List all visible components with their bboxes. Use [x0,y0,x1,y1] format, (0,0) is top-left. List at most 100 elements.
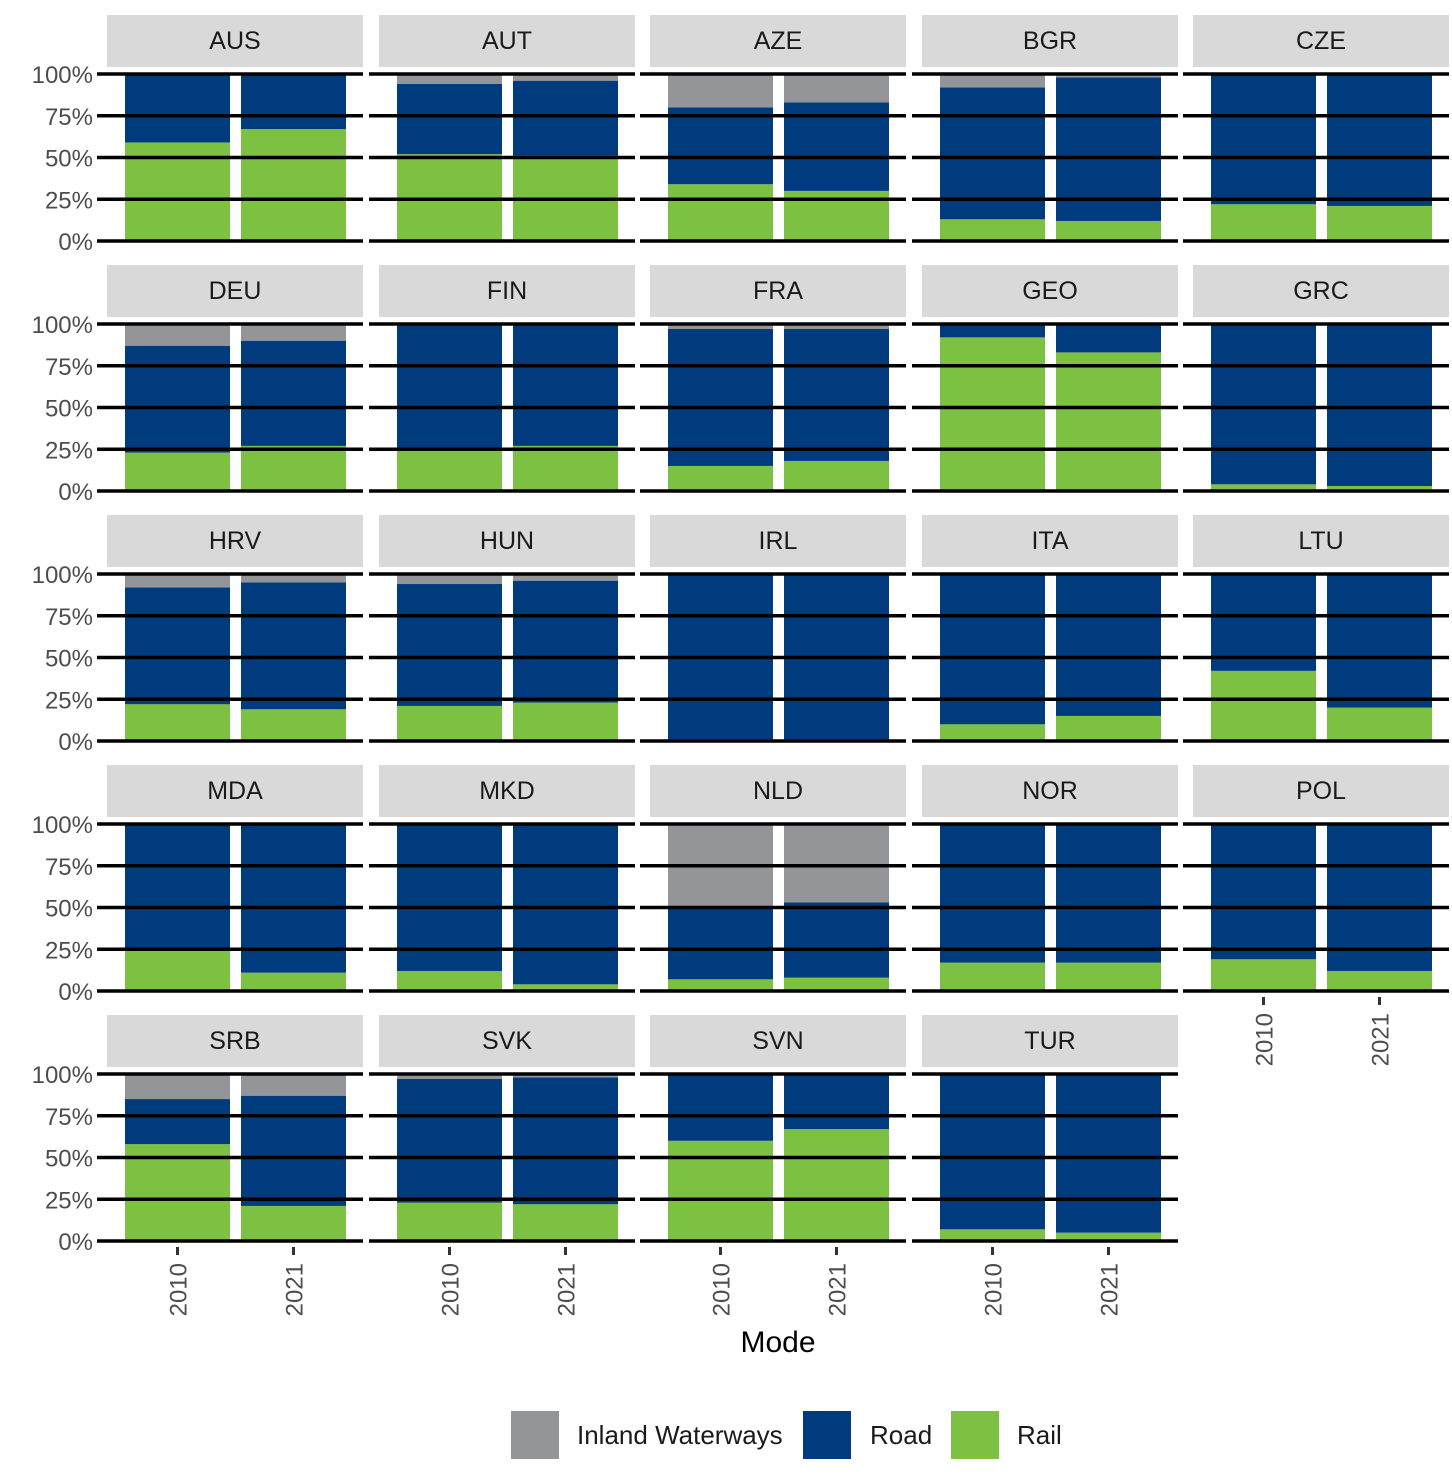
bar-rail [241,445,346,491]
facet-strip [1193,265,1449,317]
bar-rail [1056,352,1161,491]
bar-inland-waterways [241,574,346,583]
facet-label: SVN [752,1027,803,1055]
facet-label: GEO [1022,277,1078,305]
bar-inland-waterways [513,574,618,581]
facet-label: SRB [209,1027,260,1055]
bar-rail [241,1205,346,1241]
facet-strip [107,765,363,817]
facet-strip [107,515,363,567]
facet-strip [650,515,906,567]
bar-road [241,582,346,710]
bar-rail [241,709,346,741]
bar-road [940,1074,1045,1230]
bar-road [397,584,502,706]
facet-label: BGR [1023,27,1077,55]
y-tick-label: 0% [58,1229,93,1256]
facet-label: DEU [209,277,262,305]
y-tick-label: 0% [58,979,93,1006]
legend-key [951,1411,999,1459]
bar-road [784,329,889,461]
bar-road [784,902,889,978]
legend-key [511,1411,559,1459]
y-tick-label: 75% [45,354,93,381]
x-tick-label: 2021 [825,1263,852,1316]
bar-rail [125,704,230,741]
facet-label: AUT [482,27,532,55]
bar-road [125,1099,230,1145]
x-tick-label: 2010 [166,1263,193,1316]
bar-inland-waterways [784,324,889,330]
bar-road [1211,324,1316,485]
bar-road [1056,1074,1161,1233]
facet-strip [379,765,635,817]
y-tick-label: 100% [32,562,93,589]
y-tick-label: 0% [58,729,93,756]
bar-inland-waterways [397,1074,502,1080]
bar-road [125,345,230,453]
y-tick-label: 75% [45,104,93,131]
bar-inland-waterways [397,74,502,85]
y-tick-label: 25% [45,437,93,464]
bar-rail [940,1229,1045,1241]
bar-road [784,1074,889,1130]
bar-road [1327,74,1432,206]
bar-rail [397,1202,502,1241]
facet-strip [107,15,363,67]
bar-road [1327,574,1432,708]
bar-inland-waterways [125,324,230,346]
facet-label: FRA [753,277,803,305]
facet-strip [922,15,1178,67]
bar-road [668,1074,773,1141]
bar-inland-waterways [513,74,618,81]
y-tick-label: 100% [32,812,93,839]
y-tick-label: 50% [45,146,93,173]
bar-road [668,107,773,185]
facet-strip [107,1015,363,1067]
legend-label: Rail [1017,1420,1062,1450]
facet-strip [1193,765,1449,817]
y-tick-label: 50% [45,396,93,423]
facet-label: SVK [482,1027,532,1055]
bar-inland-waterways [241,324,346,341]
bar-road [397,1079,502,1203]
bar-rail [668,465,773,491]
x-tick-label: 2010 [438,1263,465,1316]
x-tick-label: 2021 [282,1263,309,1316]
bar-inland-waterways [668,324,773,330]
facet-strip [650,1015,906,1067]
bar-road [940,574,1045,725]
bar-rail [397,449,502,491]
facet-strip [107,265,363,317]
facet-strip [1193,515,1449,567]
x-tick-label: 2010 [709,1263,736,1316]
bar-rail [125,950,230,991]
facet-strip [650,15,906,67]
bar-inland-waterways [668,74,773,108]
facet-strip [922,265,1178,317]
bar-road [1327,824,1432,971]
bar-rail [1056,220,1161,241]
bar-rail [668,184,773,241]
bar-rail [1327,707,1432,741]
facet-label: NOR [1022,777,1078,805]
bar-inland-waterways [940,74,1045,88]
y-tick-label: 0% [58,479,93,506]
facet-label: POL [1296,777,1346,805]
y-tick-label: 25% [45,687,93,714]
x-tick-label: 2021 [1097,1263,1124,1316]
facet-label: LTU [1298,527,1343,555]
bar-road [1211,574,1316,671]
bar-road [940,824,1045,963]
facet-strip [379,15,635,67]
facet-strip [922,765,1178,817]
bar-rail [1327,205,1432,241]
y-tick-label: 25% [45,187,93,214]
facet-label: IRL [759,527,798,555]
bar-inland-waterways [125,1074,230,1100]
y-tick-label: 0% [58,229,93,256]
facet-label: CZE [1296,27,1346,55]
bar-road [125,74,230,143]
